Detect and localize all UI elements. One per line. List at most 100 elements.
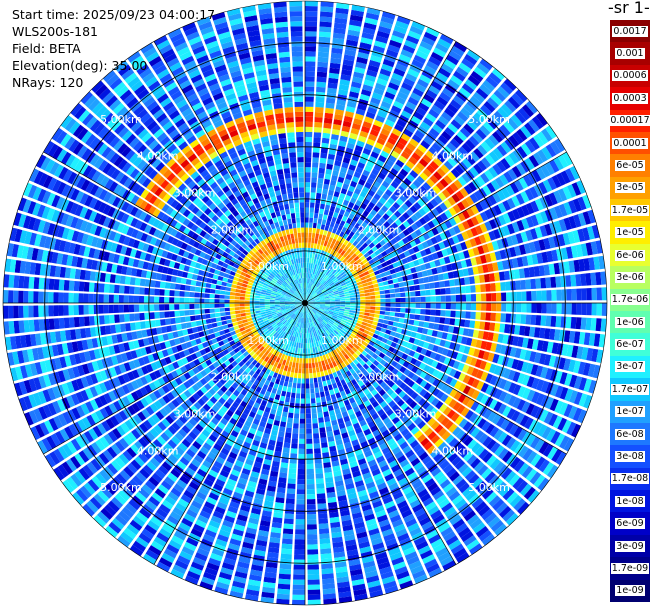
range-gate (324, 269, 329, 275)
range-gate (370, 197, 378, 205)
range-gate (485, 76, 499, 88)
range-gate (434, 259, 441, 267)
range-gate (319, 306, 325, 308)
range-gate (280, 462, 289, 469)
range-gate (446, 142, 457, 153)
range-gate (424, 247, 432, 255)
range-gate (372, 231, 380, 239)
range-gate (461, 336, 468, 345)
range-gate (396, 172, 406, 181)
range-gate (289, 377, 294, 383)
range-gate (277, 405, 283, 412)
range-gate (515, 193, 525, 205)
range-gate (592, 364, 601, 379)
range-gate (435, 288, 441, 295)
range-gate (516, 206, 525, 218)
range-gate (443, 145, 454, 156)
range-gate (379, 341, 386, 348)
range-gate (457, 362, 465, 372)
range-gate (345, 254, 351, 260)
range-gate (317, 270, 321, 276)
range-gate (528, 419, 539, 432)
range-gate (308, 363, 312, 369)
range-gate (342, 120, 352, 128)
range-gate (390, 214, 398, 222)
range-gate (372, 333, 379, 339)
range-gate (539, 225, 548, 237)
range-gate (305, 31, 317, 37)
range-gate (306, 438, 313, 444)
range-gate (306, 494, 316, 500)
range-gate (435, 225, 444, 234)
range-gate (338, 261, 344, 268)
range-gate (464, 79, 478, 91)
range-gate (314, 298, 320, 301)
range-gate (351, 321, 357, 325)
range-gate (440, 393, 449, 403)
range-gate (312, 162, 319, 168)
range-gate (290, 392, 296, 399)
range-gate (369, 228, 376, 235)
range-gate (415, 346, 423, 354)
range-gate (475, 202, 484, 213)
range-gate (374, 349, 381, 356)
range-gate (327, 313, 333, 317)
range-gate (573, 331, 581, 344)
range-gate (555, 316, 562, 328)
range-gate (515, 314, 522, 324)
range-gate (337, 176, 345, 183)
range-gate (355, 322, 362, 327)
range-gate (384, 311, 391, 316)
range-gate (355, 300, 361, 303)
range-gate (365, 224, 372, 232)
range-gate (305, 111, 314, 117)
range-gate (427, 343, 435, 351)
range-gate (315, 248, 319, 255)
range-gate (398, 215, 406, 223)
range-gate (370, 303, 376, 306)
range-gate (556, 303, 562, 314)
range-gate (306, 288, 308, 294)
range-gate (320, 147, 328, 154)
range-gate (312, 279, 315, 285)
range-gate (575, 244, 583, 258)
range-gate (386, 86, 398, 96)
range-gate (492, 262, 499, 272)
range-gate (308, 295, 312, 300)
range-gate (420, 98, 432, 108)
range-gate (316, 483, 325, 489)
range-gate (341, 125, 351, 133)
range-gate (406, 208, 414, 217)
range-gate (317, 276, 322, 282)
range-gate (297, 474, 305, 480)
range-gate (329, 306, 335, 309)
range-gate (364, 217, 371, 225)
range-gate (356, 183, 364, 191)
range-gate (473, 112, 485, 124)
range-gate (316, 281, 320, 287)
range-gate (374, 330, 381, 336)
range-gate (495, 282, 501, 292)
range-gate (385, 248, 392, 255)
range-gate (325, 482, 335, 488)
range-gate (477, 160, 487, 172)
range-gate (319, 306, 325, 309)
range-gate (349, 19, 362, 27)
range-gate (316, 243, 321, 250)
range-gate (381, 261, 388, 268)
range-gate (367, 249, 374, 256)
range-gate (351, 176, 360, 183)
range-gate (475, 392, 485, 402)
range-gate (450, 303, 457, 310)
range-gate (430, 236, 438, 245)
range-gate (470, 357, 478, 367)
range-gate (380, 150, 390, 159)
range-gate (548, 328, 556, 340)
range-gate (428, 188, 437, 198)
range-gate (380, 298, 386, 303)
range-gate (314, 307, 319, 310)
range-gate (331, 175, 338, 182)
range-gate (382, 58, 395, 68)
range-gate (319, 305, 325, 307)
range-gate (509, 347, 517, 357)
